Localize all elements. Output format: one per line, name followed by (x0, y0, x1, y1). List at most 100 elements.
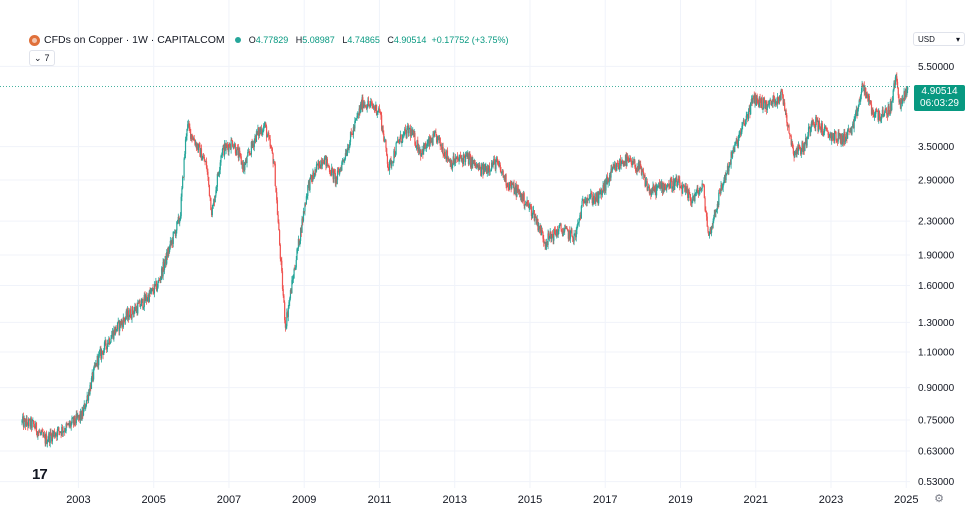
candle-body (662, 183, 664, 192)
candle-body (813, 123, 815, 127)
candle-body (438, 135, 440, 141)
candle-body (311, 178, 313, 182)
candle-body (875, 108, 877, 114)
candle-body (35, 422, 38, 433)
candle-body (567, 230, 569, 239)
candle-body (370, 101, 373, 103)
candle-body (826, 130, 828, 132)
candle-body (822, 134, 824, 136)
candle-body (727, 165, 729, 172)
candle-body (866, 92, 868, 96)
candle-body (475, 164, 477, 168)
candle-body (371, 102, 373, 107)
candle-body (738, 133, 740, 137)
candle-body (610, 168, 612, 178)
candle-body (193, 138, 195, 142)
candle-body (894, 83, 896, 85)
candle-body (632, 160, 635, 164)
candle-body (474, 160, 476, 165)
candle-body (632, 160, 634, 165)
currency-select[interactable]: USD ▾ (913, 32, 965, 46)
candle-body (437, 135, 439, 137)
candle-body (865, 92, 868, 99)
candle-body (744, 120, 747, 126)
candle-body (800, 151, 802, 155)
candle-body (48, 433, 50, 441)
candle-body (777, 96, 779, 100)
candle-body (76, 414, 78, 418)
candle-body (412, 130, 414, 136)
candle-body (522, 193, 525, 202)
candle-body (433, 133, 435, 137)
time-tick-label: 2011 (368, 494, 392, 506)
candle-body (298, 238, 300, 246)
settings-gear-icon[interactable]: ⚙ (934, 493, 944, 505)
candle-body (191, 134, 193, 139)
candle-body (441, 145, 443, 150)
candle-body (491, 162, 493, 167)
candle-body (148, 294, 150, 302)
candle-body (868, 96, 870, 102)
candle-body (873, 113, 875, 117)
candle-body (271, 148, 273, 154)
candle-body (695, 192, 697, 194)
candle-body (356, 116, 358, 119)
candle-body (708, 231, 710, 236)
price-axis[interactable]: 5.50000 3.50000 2.90000 2.30000 1.90000 1.600… (918, 62, 955, 488)
candle-body (744, 124, 746, 126)
candle-body (582, 200, 585, 203)
candle-body (621, 160, 623, 164)
candle-body (98, 353, 100, 366)
indicators-toggle-button[interactable]: ⌄ 7 (29, 50, 55, 66)
candle-body (696, 187, 698, 193)
candle-body (496, 158, 499, 163)
price-tick-label: 3.50000 (918, 142, 955, 153)
candle-body (398, 140, 400, 143)
candle-body (173, 232, 175, 233)
candle-body (299, 227, 302, 241)
candle-body (848, 129, 850, 132)
candle-body (762, 108, 764, 110)
candle-body (862, 85, 865, 87)
candle-body (545, 245, 547, 247)
candle-body (467, 153, 469, 157)
candle-body (357, 114, 360, 115)
candle-body (587, 199, 590, 201)
candle-body (233, 146, 235, 148)
candle-body (214, 195, 216, 203)
symbol-title[interactable]: CFDs on Copper · 1W · CAPITALCOM (44, 34, 225, 46)
candle-body (434, 131, 436, 133)
candle-body (102, 351, 104, 355)
time-axis[interactable]: 2003 2005 2007 2009 2011 2013 2015 2017 2019 2021… (66, 494, 918, 506)
candle-body (764, 101, 766, 109)
candle-body (748, 108, 750, 112)
candle-body (199, 145, 201, 157)
candle-body (571, 229, 573, 237)
candle-body (564, 228, 566, 232)
candle-body (351, 133, 353, 135)
candle-body (837, 132, 839, 142)
candle-body (530, 206, 533, 216)
candle-body (365, 106, 368, 109)
market-status-icon[interactable] (234, 37, 241, 43)
candle-body (575, 229, 577, 238)
candle-body (344, 153, 347, 160)
candle-body (521, 194, 523, 201)
candle-body (322, 161, 324, 163)
candle-body (857, 109, 859, 116)
candle-body (197, 144, 199, 151)
candle-body (276, 200, 279, 215)
candle-body (802, 142, 804, 153)
price-tick-label: 2.90000 (918, 175, 955, 186)
candle-body (279, 244, 281, 259)
candle-body (880, 118, 882, 120)
candle-body (363, 104, 365, 106)
tradingview-logo-icon[interactable]: 17 (32, 466, 48, 483)
candle-body (697, 190, 700, 195)
candle-body (382, 126, 384, 134)
candle-body (258, 128, 260, 136)
candle-body (148, 290, 150, 302)
candle-body (648, 186, 650, 188)
candle-body (98, 352, 101, 354)
